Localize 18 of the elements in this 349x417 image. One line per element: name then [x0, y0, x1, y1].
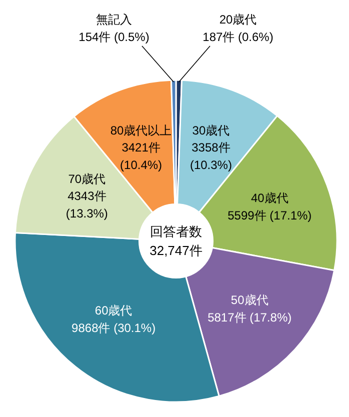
- data-label: 5599件 (17.1%): [228, 208, 312, 222]
- slice-label: 30歳代: [192, 123, 230, 138]
- data-label: 3421件 (10.4%): [120, 140, 162, 172]
- data-label: 3358件 (10.3%): [190, 140, 232, 172]
- text: 回答者数: [150, 224, 202, 240]
- slice-label: 40歳代: [250, 190, 288, 205]
- data-label: 187件 (0.6%): [202, 30, 274, 44]
- slice-label: 20歳代: [219, 12, 257, 26]
- data-label: 9868件 (30.1%): [72, 320, 156, 335]
- slice-label: 80歳代以上: [110, 123, 172, 138]
- slice-label: 無記入: [96, 12, 132, 26]
- slice-label: 70歳代: [68, 172, 106, 186]
- slice-label: 50歳代: [230, 292, 268, 307]
- slice-label: 60歳代: [94, 303, 132, 318]
- text: 32,747件: [150, 242, 202, 258]
- data-label: 4343件 (13.3%): [66, 189, 108, 221]
- data-label: 5817件 (17.8%): [208, 310, 292, 324]
- data-label: 154件 (0.5%): [78, 30, 150, 44]
